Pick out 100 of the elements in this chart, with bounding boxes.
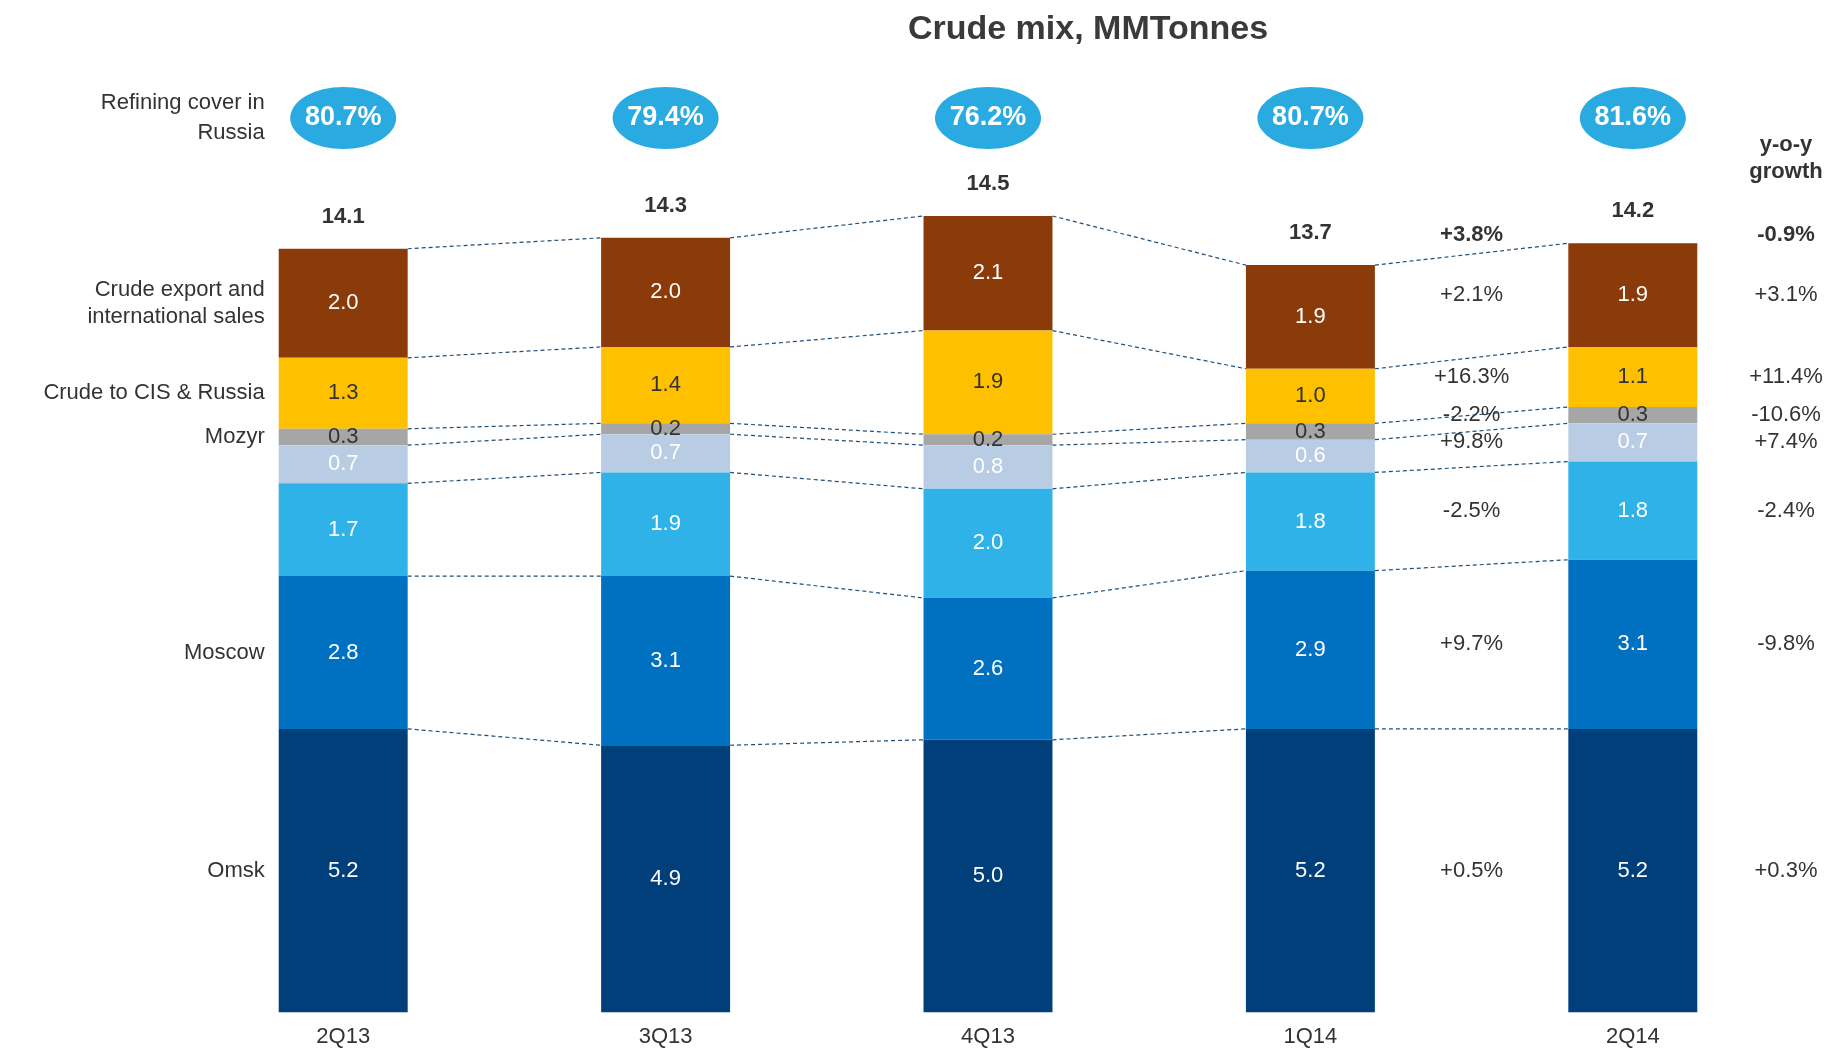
x-tick-label: 3Q13 (638, 1022, 693, 1048)
annotation: -2.5% (1442, 496, 1501, 522)
data-label: 0.8 (972, 453, 1004, 479)
series-label: Crude export and international sales (87, 275, 265, 328)
total-label: 14.3 (644, 191, 688, 217)
bar (1245, 265, 1375, 369)
series-label: Mozyr (204, 423, 265, 449)
data-label: 1.8 (1295, 507, 1326, 533)
data-label: 5.2 (1295, 856, 1326, 882)
data-label: 2.6 (972, 654, 1004, 680)
annotation: +9.8% (1440, 428, 1504, 454)
data-label: 0.7 (650, 439, 681, 465)
bar (1568, 728, 1698, 1013)
x-tick-label: 4Q13 (961, 1022, 1015, 1048)
bar (278, 445, 408, 484)
total-label: 14.1 (321, 202, 365, 228)
data-label: 5.2 (1617, 856, 1649, 882)
data-label: 0.7 (327, 450, 359, 476)
data-label: 2.1 (972, 259, 1004, 285)
bar (923, 597, 1053, 740)
bar (1245, 368, 1375, 424)
bar (278, 728, 408, 1013)
bar (923, 216, 1053, 331)
annotation: -0.9% (1757, 221, 1815, 247)
series-label: Crude to CIS & Russia (43, 379, 266, 405)
text: 79.4% (627, 101, 704, 132)
text: 81.6% (1594, 101, 1672, 132)
annotation: -9.8% (1757, 630, 1815, 656)
data-label: 1.7 (327, 515, 359, 541)
total-label: 14.2 (1611, 197, 1655, 223)
bar (601, 576, 731, 746)
x-tick-label: 1Q14 (1283, 1022, 1338, 1048)
bar (1245, 472, 1375, 571)
annotation: +0.5% (1440, 856, 1504, 882)
data-label: 5.2 (327, 856, 359, 882)
bar (278, 576, 408, 729)
data-label: 0.3 (1295, 417, 1326, 443)
total-label: 13.7 (1288, 219, 1332, 245)
series-label: Moscow (184, 638, 265, 664)
bar (1568, 243, 1698, 347)
data-label: 1.9 (650, 510, 681, 536)
data-label: 0.6 (1295, 442, 1326, 468)
data-label: 1.4 (650, 371, 681, 397)
total-label: 14.5 (966, 170, 1010, 196)
bar (923, 445, 1053, 489)
data-label: 2.0 (327, 289, 359, 315)
annotation: +2.1% (1440, 281, 1504, 307)
text: 76.2% (949, 101, 1027, 132)
annotation: +3.8% (1440, 221, 1504, 247)
annotation: -10.6% (1751, 401, 1821, 427)
bar (1568, 423, 1698, 462)
annotation: +0.3% (1754, 856, 1818, 882)
bar (923, 488, 1053, 598)
bar (923, 739, 1053, 1013)
bar (1245, 423, 1375, 440)
annotation: +9.7% (1440, 630, 1504, 656)
data-label: 1.1 (1617, 363, 1649, 389)
text: 80.7% (1272, 101, 1349, 132)
bar (1568, 346, 1698, 407)
x-tick-label: 2Q14 (1605, 1022, 1660, 1048)
text: 80.7% (304, 101, 382, 132)
data-label: 0.3 (327, 423, 359, 449)
bar (1568, 559, 1698, 729)
data-label: 1.9 (1617, 281, 1649, 307)
series-label: Omsk (207, 856, 266, 882)
data-label: 2.9 (1295, 635, 1326, 661)
data-label: 1.8 (1617, 496, 1649, 522)
bar (278, 483, 408, 577)
bar (601, 745, 731, 1013)
text: y-o-y growth (1749, 131, 1823, 184)
annotation: -2.2% (1442, 401, 1501, 427)
bar (278, 357, 408, 429)
bar (1245, 439, 1375, 473)
bar (601, 434, 731, 473)
data-label: 0.3 (1617, 401, 1649, 427)
annotation: +7.4% (1754, 428, 1818, 454)
data-label: 2.0 (972, 529, 1004, 555)
bar (1245, 728, 1375, 1013)
data-label: 1.0 (1295, 382, 1326, 408)
annotation: +11.4% (1749, 363, 1823, 389)
bar (1568, 461, 1698, 560)
bar (278, 248, 408, 358)
chart-title: Crude mix, MMTonnes (907, 8, 1269, 47)
x-tick-label: 2Q13 (316, 1022, 371, 1048)
data-label: 3.1 (1617, 630, 1649, 656)
data-label: 4.9 (650, 864, 681, 890)
annotation: +3.1% (1754, 281, 1818, 307)
bar (1245, 570, 1375, 729)
data-label: 2.8 (327, 638, 359, 664)
text: Refining cover in Russia (100, 89, 266, 145)
data-label: 2.0 (650, 278, 681, 304)
data-label: 1.9 (1295, 303, 1326, 328)
data-label: 1.3 (327, 379, 359, 405)
annotation: +16.3% (1433, 363, 1510, 389)
annotation: -2.4% (1757, 496, 1815, 522)
data-label: 0.7 (1617, 428, 1649, 454)
bar (601, 237, 731, 347)
bar (601, 472, 731, 577)
data-label: 5.0 (972, 862, 1004, 888)
data-label: 1.9 (972, 368, 1004, 394)
